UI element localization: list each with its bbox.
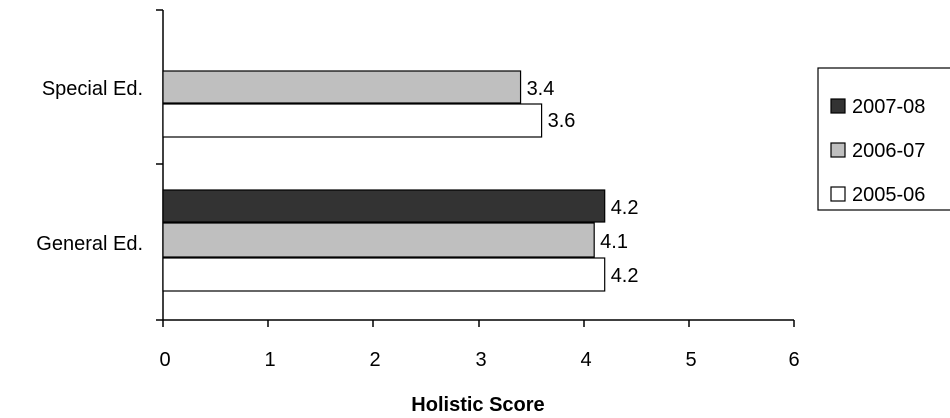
data-label-general-ed-2005-06: 4.2 [611, 265, 639, 287]
bar-special-ed-2005-06 [162, 103, 543, 138]
x-tick-label-3: 3 [475, 349, 486, 371]
x-tick-label-6: 6 [788, 349, 799, 371]
legend-label-2005-06: 2005-06 [852, 184, 925, 206]
data-label-general-ed-2006-07: 4.1 [600, 231, 628, 253]
bar-general-ed-2005-06 [162, 257, 606, 292]
x-tick-label-4: 4 [580, 349, 591, 371]
x-tick-label-1: 1 [264, 349, 275, 371]
x-axis-ticks: 0 1 2 3 4 5 6 [159, 320, 800, 371]
x-tick-label-0: 0 [159, 349, 170, 371]
data-label-special-ed-2006-07: 3.4 [527, 78, 555, 100]
bar-general-ed-2007-08 [162, 189, 606, 223]
x-tick-label-2: 2 [369, 349, 380, 371]
legend-swatch-2006-07 [830, 142, 846, 158]
legend-label-2006-07: 2006-07 [852, 140, 925, 162]
bar-special-ed-2006-07 [162, 70, 522, 104]
category-label-general-ed: General Ed. [36, 233, 143, 255]
category-label-special-ed: Special Ed. [42, 78, 143, 100]
bar-general-ed-2006-07 [162, 222, 595, 258]
legend-swatch-2005-06 [830, 186, 846, 202]
legend-swatch-2007-08 [830, 98, 846, 114]
legend-box [817, 67, 950, 211]
legend-label-2007-08: 2007-08 [852, 96, 925, 118]
data-label-general-ed-2007-08: 4.2 [611, 197, 639, 219]
legend: 2007-08 2006-07 2005-06 [817, 67, 950, 211]
x-tick-label-5: 5 [685, 349, 696, 371]
data-label-special-ed-2005-06: 3.6 [548, 110, 576, 132]
x-axis-title: Holistic Score [411, 394, 544, 416]
